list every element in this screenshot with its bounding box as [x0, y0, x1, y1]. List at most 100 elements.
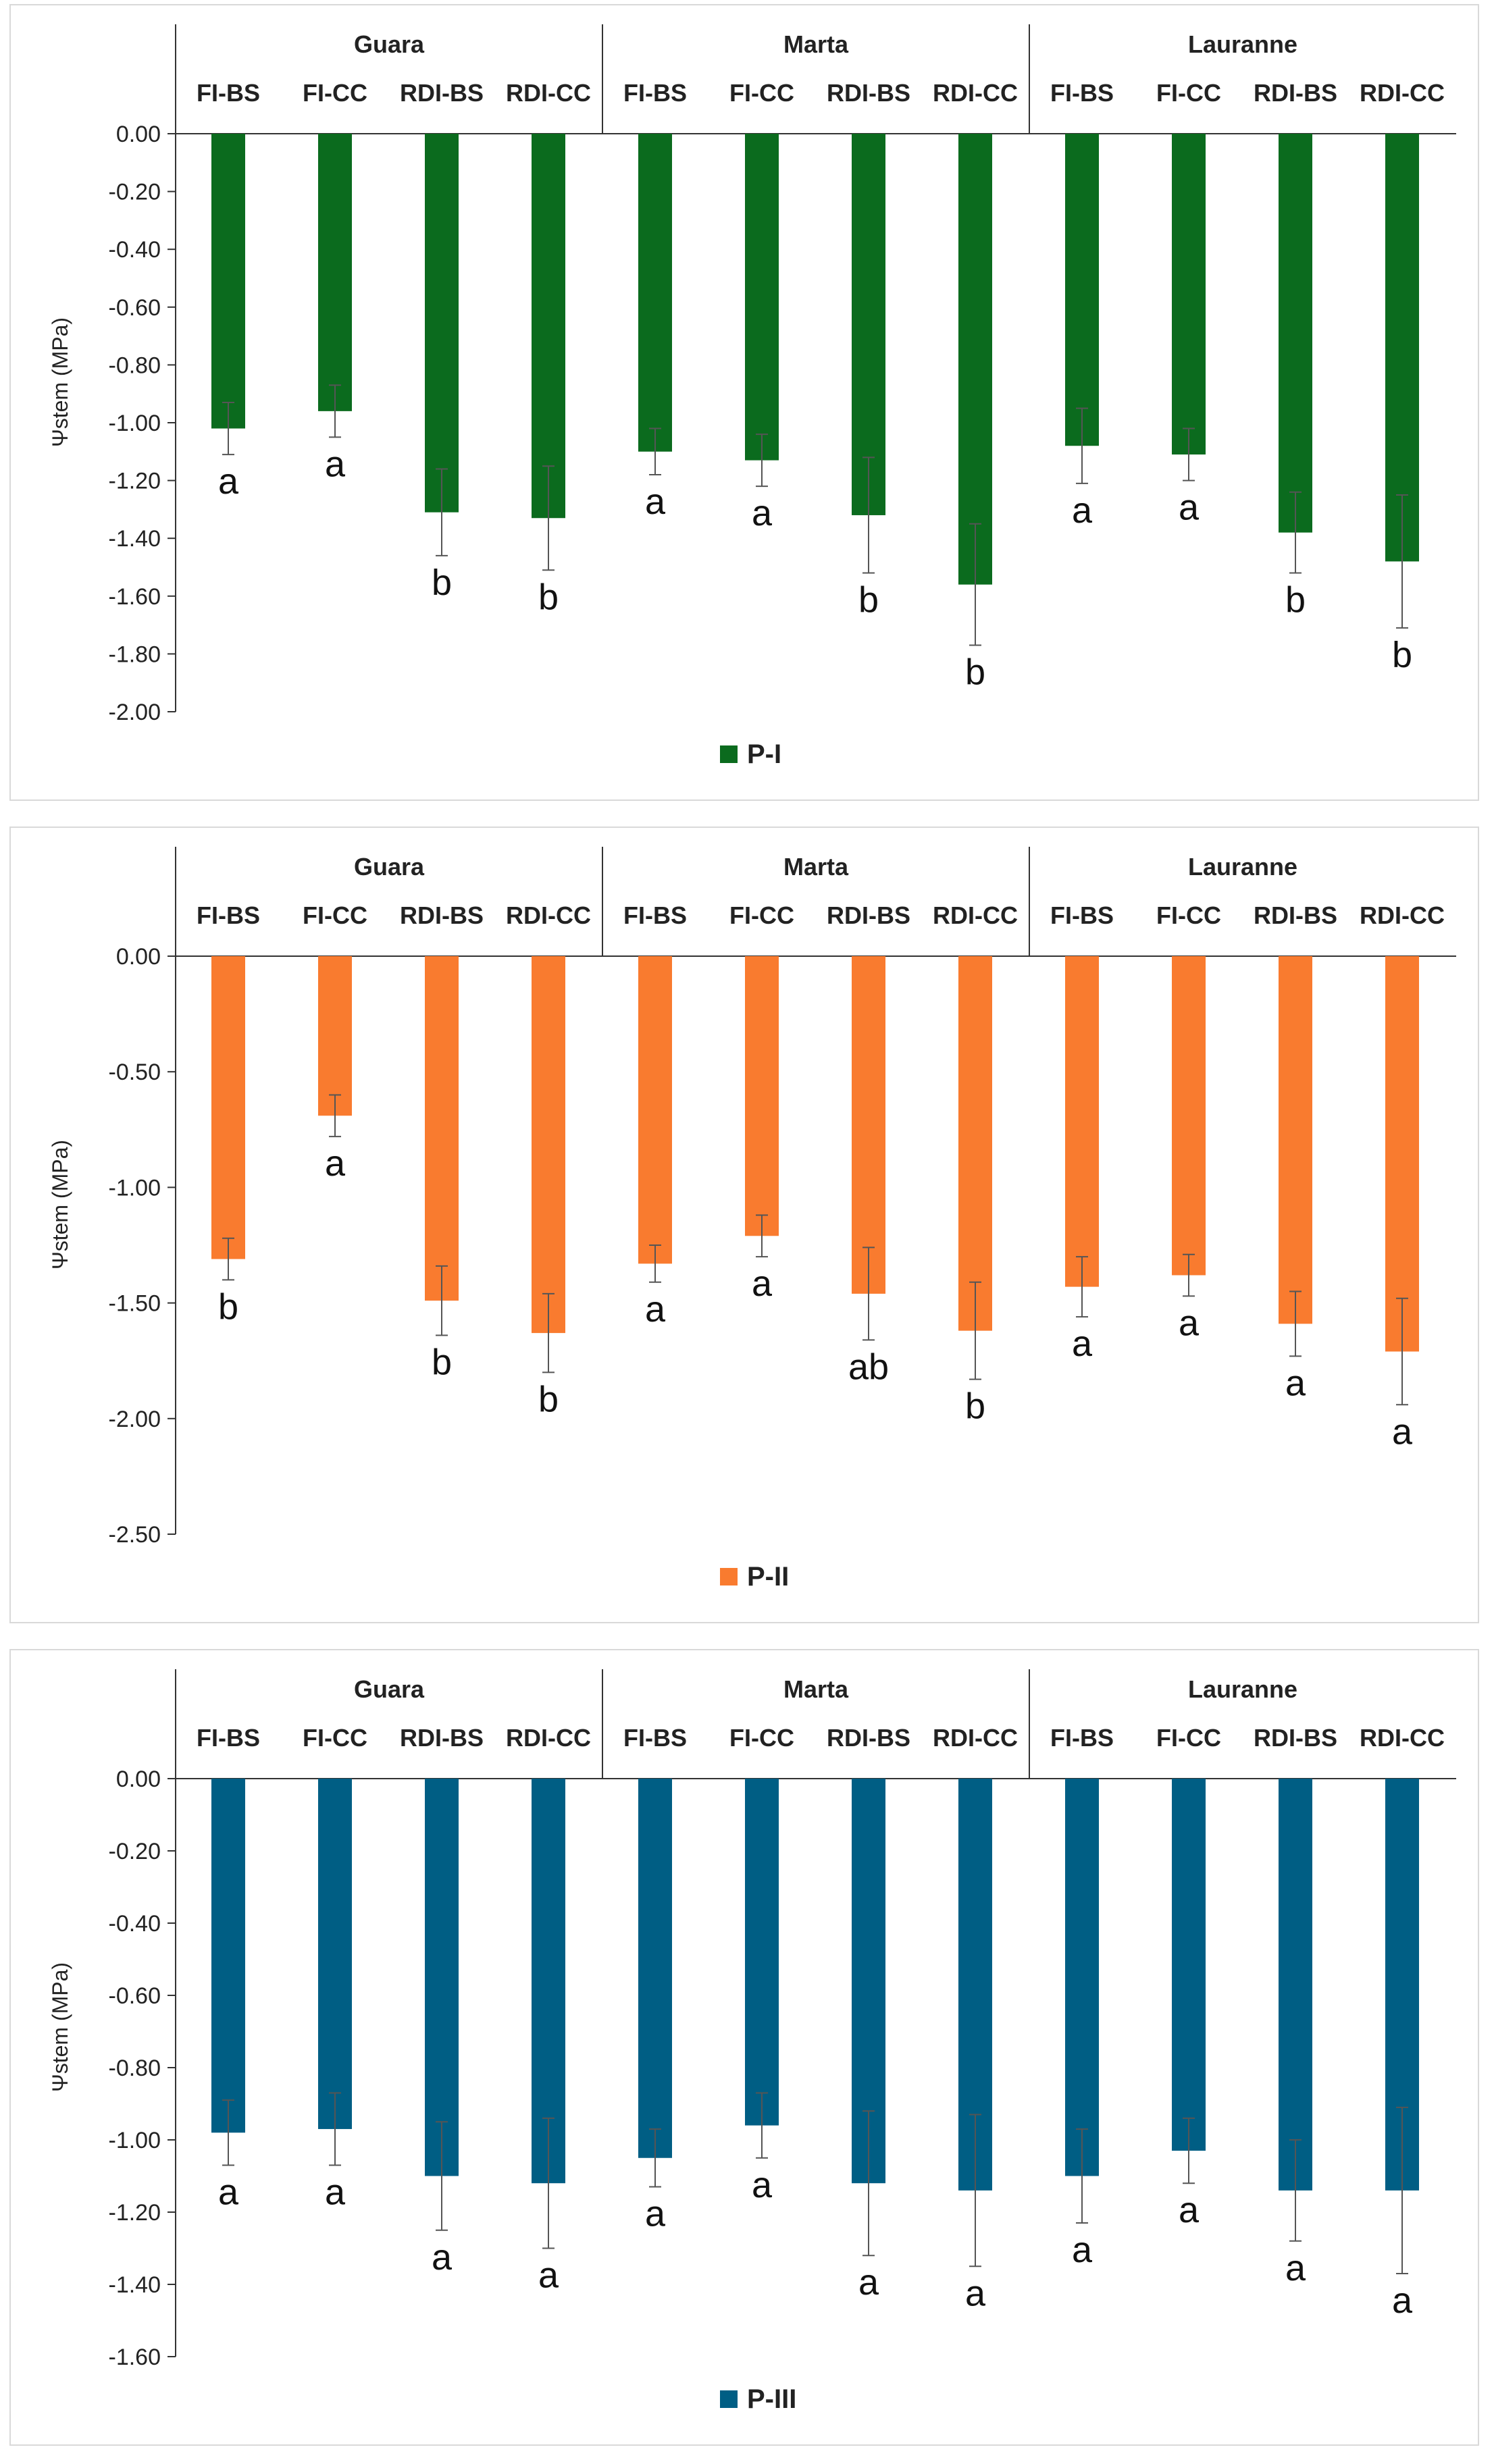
bar [532, 134, 565, 519]
y-tick-label: -2.00 [109, 1407, 161, 1432]
bar [318, 1779, 352, 2129]
category-label: FI-CC [1156, 901, 1221, 929]
significance-letter: b [432, 562, 452, 603]
category-label: FI-BS [197, 901, 260, 929]
category-label: FI-BS [197, 79, 260, 107]
bar [532, 1779, 565, 2184]
category-label: RDI-CC [506, 1724, 591, 1752]
y-tick-label: -0.80 [109, 2055, 161, 2081]
category-label: RDI-CC [1360, 1724, 1445, 1752]
bar [958, 956, 992, 1331]
y-tick-label: -1.20 [109, 2200, 161, 2226]
cultivar-label: Marta [783, 1675, 849, 1703]
bar [532, 956, 565, 1334]
y-axis-label: Ψstem (MPa) [48, 1962, 72, 2092]
significance-letter: a [645, 2194, 666, 2234]
y-tick-label: -1.60 [109, 584, 161, 610]
significance-letter: a [752, 493, 773, 533]
cultivar-label: Lauranne [1188, 30, 1297, 58]
significance-letter: a [432, 2237, 453, 2278]
category-label: RDI-CC [933, 1724, 1018, 1752]
y-tick-label: -1.00 [109, 2128, 161, 2153]
cultivar-label: Lauranne [1188, 1675, 1297, 1703]
significance-letter: a [325, 2172, 346, 2212]
significance-letter: a [858, 2262, 879, 2303]
significance-letter: a [218, 461, 239, 502]
significance-letter: b [538, 1379, 559, 1419]
category-label: FI-BS [1050, 1724, 1114, 1752]
bar [852, 134, 885, 515]
y-tick-label: -2.00 [109, 700, 161, 725]
significance-letter: a [645, 1289, 666, 1330]
bar [211, 1779, 245, 2133]
category-label: FI-CC [303, 79, 367, 107]
significance-letter: b [1392, 635, 1412, 675]
category-label: FI-CC [1156, 79, 1221, 107]
chart-panel-p3: 0.00 -0.20 -0.40 -0.60 -0.80 -1.00 -1.20 -1.40 -… [9, 1649, 1479, 2446]
bar [745, 956, 779, 1236]
bar [1279, 1779, 1312, 2191]
bar [745, 134, 779, 461]
y-tick-label: -0.40 [109, 237, 161, 263]
y-tick-label: -1.80 [109, 641, 161, 667]
category-label: FI-CC [729, 901, 794, 929]
category-label: RDI-BS [1254, 79, 1337, 107]
significance-letter: a [1072, 1323, 1093, 1364]
category-label: RDI-CC [933, 901, 1018, 929]
y-tick-label: 0.00 [116, 1766, 161, 1792]
legend-label: P-III [747, 2384, 796, 2414]
significance-letter: a [1285, 1363, 1306, 1403]
chart-panel-p2: 0.00 -0.50 -1.00 -1.50 -2.00 -2.50 Ψstem (MPa)… [9, 827, 1479, 1623]
category-label: RDI-CC [506, 901, 591, 929]
significance-letter: b [538, 577, 559, 617]
bar [1065, 956, 1099, 1287]
category-label: FI-BS [1050, 901, 1114, 929]
category-label: RDI-BS [400, 901, 484, 929]
category-label: FI-BS [197, 1724, 260, 1752]
cultivar-label: Guara [354, 1675, 425, 1703]
significance-letter: a [1072, 490, 1093, 531]
category-label: RDI-CC [1360, 901, 1445, 929]
bar [1172, 134, 1206, 455]
significance-letter: a [1285, 2248, 1306, 2288]
y-tick-label: -1.20 [109, 469, 161, 494]
bar [318, 134, 352, 411]
y-tick-label: -0.60 [109, 1983, 161, 2009]
y-tick-label: -0.80 [109, 352, 161, 378]
legend-swatch [720, 745, 738, 763]
category-label: RDI-BS [1254, 901, 1337, 929]
y-tick-label: -1.40 [109, 2272, 161, 2298]
y-tick-label: 0.00 [116, 944, 161, 970]
y-tick-label: -1.00 [109, 1175, 161, 1201]
category-label: RDI-BS [827, 1724, 910, 1752]
significance-letter: a [538, 2255, 559, 2296]
category-label: RDI-BS [400, 1724, 484, 1752]
chart-p3: 0.00 -0.20 -0.40 -0.60 -0.80 -1.00 -1.20 -1.40 -… [48, 1669, 1456, 2414]
cultivar-label: Guara [354, 30, 425, 58]
significance-letter: b [858, 580, 879, 621]
category-label: RDI-CC [933, 79, 1018, 107]
y-tick-label: -0.20 [109, 1839, 161, 1864]
category-label: FI-BS [623, 1724, 687, 1752]
y-tick-label: -0.60 [109, 295, 161, 321]
significance-letter: a [965, 2273, 986, 2313]
category-label: FI-CC [729, 1724, 794, 1752]
significance-letter: a [1179, 1303, 1200, 1343]
significance-letter: b [965, 1386, 985, 1427]
y-tick-label: -0.40 [109, 1911, 161, 1937]
y-tick-label: -1.60 [109, 2344, 161, 2370]
category-label: FI-BS [623, 79, 687, 107]
bar [1279, 956, 1312, 1324]
significance-letter: a [752, 2165, 773, 2205]
significance-letter: a [325, 444, 346, 484]
category-label: FI-CC [729, 79, 794, 107]
significance-letter: a [1392, 2280, 1413, 2321]
cultivar-label: Guara [354, 853, 425, 881]
cultivar-label: Lauranne [1188, 853, 1297, 881]
significance-letter: a [1179, 2190, 1200, 2230]
legend-swatch [720, 1568, 738, 1585]
bar [211, 956, 245, 1259]
cultivar-label: Marta [783, 30, 849, 58]
chart-p1: 0.00 -0.20 -0.40 -0.60 -0.80 -1.00 -1.20 -1.40 -… [48, 24, 1456, 769]
bar [425, 1779, 459, 2176]
